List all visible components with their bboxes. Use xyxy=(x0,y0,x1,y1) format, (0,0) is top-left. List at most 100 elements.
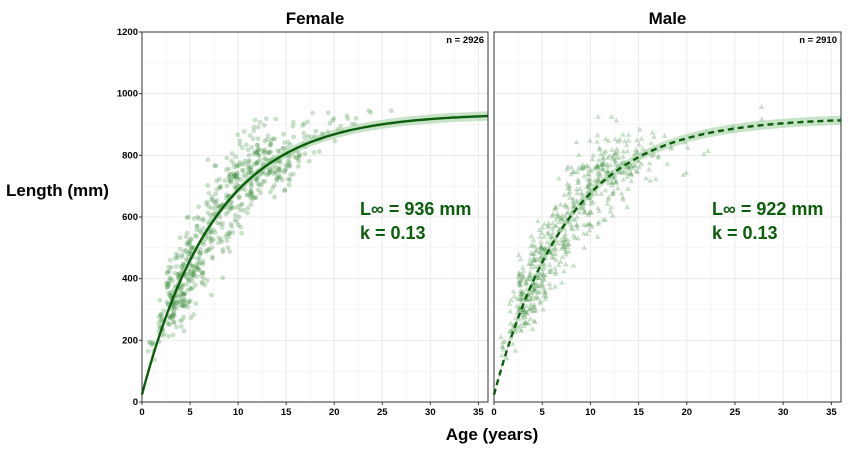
data-point xyxy=(580,230,587,236)
data-point xyxy=(226,178,232,184)
data-point xyxy=(353,115,359,121)
data-point xyxy=(245,162,251,167)
data-point xyxy=(191,272,196,278)
data-point xyxy=(193,232,198,238)
data-point xyxy=(655,154,661,160)
data-point xyxy=(196,204,201,209)
data-point xyxy=(164,319,170,325)
data-point xyxy=(184,287,190,293)
data-point xyxy=(235,176,241,182)
data-point xyxy=(564,210,570,216)
data-point xyxy=(180,290,186,296)
data-point xyxy=(195,267,201,273)
data-point xyxy=(527,274,533,280)
data-point xyxy=(277,168,283,174)
data-point xyxy=(586,210,592,216)
data-point xyxy=(241,172,247,178)
data-point xyxy=(539,269,546,275)
data-point xyxy=(536,270,543,276)
data-point xyxy=(203,249,209,255)
linf-annotation: L∞ = 936 mm xyxy=(360,199,471,219)
data-point xyxy=(541,293,548,299)
data-point xyxy=(540,265,547,271)
data-point xyxy=(190,285,195,291)
data-point xyxy=(255,148,261,153)
data-point xyxy=(531,254,537,260)
data-point xyxy=(260,179,266,185)
data-point xyxy=(570,216,576,222)
data-point xyxy=(213,199,218,205)
data-point xyxy=(580,162,586,168)
data-point xyxy=(245,205,251,211)
data-point xyxy=(530,304,537,310)
data-point xyxy=(165,269,171,275)
data-point xyxy=(196,266,202,272)
data-point xyxy=(580,202,587,208)
data-point xyxy=(593,163,600,169)
data-point xyxy=(524,309,530,315)
data-point xyxy=(213,163,219,169)
data-point xyxy=(200,261,206,267)
data-point xyxy=(597,173,604,179)
data-point xyxy=(196,255,202,261)
data-point xyxy=(526,272,532,278)
data-point xyxy=(553,204,559,210)
data-point xyxy=(588,209,595,215)
data-point xyxy=(523,281,529,287)
data-point xyxy=(241,168,246,174)
data-point xyxy=(599,160,605,166)
data-point xyxy=(293,155,299,161)
y-tick-label: 600 xyxy=(122,212,138,223)
data-point xyxy=(176,273,182,279)
data-point xyxy=(524,310,530,316)
data-point xyxy=(254,177,260,183)
data-point xyxy=(602,136,609,142)
data-point xyxy=(226,234,232,239)
data-point xyxy=(295,163,301,169)
data-point xyxy=(612,161,619,167)
data-point xyxy=(535,283,541,289)
data-point xyxy=(565,209,572,215)
data-point xyxy=(178,293,184,299)
data-point xyxy=(537,249,543,255)
data-point xyxy=(257,119,263,125)
data-point xyxy=(599,165,605,171)
data-point xyxy=(296,158,302,164)
data-point xyxy=(253,161,259,167)
data-point xyxy=(636,164,643,170)
data-point xyxy=(586,171,593,177)
x-tick-label: 10 xyxy=(233,407,244,418)
data-point xyxy=(510,288,517,294)
data-point xyxy=(172,300,178,306)
data-point xyxy=(638,161,645,167)
data-point xyxy=(183,274,189,280)
data-point xyxy=(627,170,634,176)
data-point xyxy=(246,152,252,158)
data-point xyxy=(526,306,532,312)
data-point xyxy=(251,162,257,167)
data-point xyxy=(285,163,290,169)
data-point xyxy=(553,222,559,228)
data-point xyxy=(545,223,552,229)
y-axis-label: Length (mm) xyxy=(6,181,109,200)
data-point xyxy=(194,223,200,229)
data-point xyxy=(516,270,522,276)
data-point xyxy=(541,247,547,253)
data-point xyxy=(537,298,544,304)
data-point xyxy=(540,275,546,281)
data-point xyxy=(532,288,539,294)
data-point xyxy=(595,163,601,169)
data-point xyxy=(277,165,282,171)
data-point xyxy=(388,108,394,114)
data-point xyxy=(183,302,189,307)
data-point xyxy=(287,164,293,169)
data-point xyxy=(565,236,571,242)
x-tick-label: 20 xyxy=(329,407,340,418)
data-point xyxy=(254,142,260,148)
data-point xyxy=(570,198,576,204)
data-point xyxy=(516,278,522,284)
data-point xyxy=(558,216,565,222)
data-point xyxy=(165,284,170,290)
data-point xyxy=(621,168,628,174)
